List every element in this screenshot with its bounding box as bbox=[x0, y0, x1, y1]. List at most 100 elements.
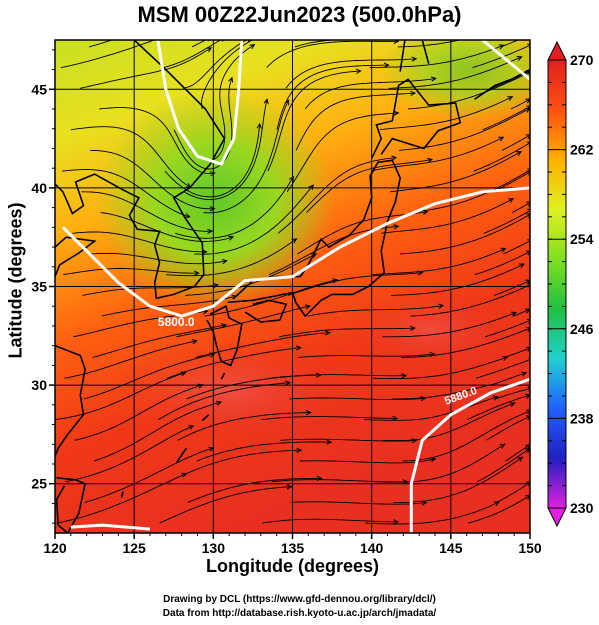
streamline-arrow bbox=[288, 175, 294, 182]
streamline-arrow bbox=[426, 157, 434, 163]
streamline bbox=[501, 134, 530, 151]
lat-lon-grid bbox=[55, 40, 530, 533]
y-axis-ticks: 25 30 35 40 45 bbox=[31, 49, 55, 524]
streamline-arrow bbox=[119, 40, 120, 41]
colorbar-tick-label: 246 bbox=[570, 321, 594, 337]
streamline bbox=[374, 443, 505, 483]
streamline bbox=[402, 410, 530, 462]
coastline-segment bbox=[176, 447, 188, 463]
streamline-arrow bbox=[188, 425, 195, 430]
credit-data-source: Data from http://database.rish.kyoto-u.a… bbox=[162, 608, 437, 619]
colorbar-max-arrow bbox=[547, 40, 567, 61]
streamline-arrow bbox=[206, 47, 213, 53]
streamline bbox=[196, 441, 332, 462]
streamline-arrow bbox=[493, 501, 500, 507]
streamline bbox=[391, 263, 525, 296]
streamline bbox=[389, 151, 522, 193]
streamline bbox=[299, 458, 436, 464]
streamline-arrow bbox=[527, 43, 530, 49]
x-axis-label: Longitude (degrees) bbox=[205, 556, 379, 576]
streamline-arrow bbox=[500, 247, 507, 253]
streamline bbox=[65, 425, 194, 483]
y-tick-label: 45 bbox=[31, 81, 47, 97]
streamline-arrow bbox=[510, 311, 517, 317]
colorbar-min-arrow bbox=[547, 507, 567, 528]
streamline-arrow bbox=[470, 40, 471, 41]
streamline-arrow bbox=[411, 56, 418, 62]
x-tick-label: 120 bbox=[43, 540, 67, 556]
contour-label: 5800.0 bbox=[158, 315, 195, 329]
streamline bbox=[382, 312, 517, 338]
streamline bbox=[261, 416, 397, 421]
streamline bbox=[304, 77, 436, 110]
streamline-arrow bbox=[525, 393, 530, 399]
streamline-arrow bbox=[391, 155, 398, 161]
streamline bbox=[176, 305, 310, 338]
streamline bbox=[393, 456, 523, 503]
coastline-segment bbox=[55, 40, 226, 300]
streamline-arrow bbox=[209, 171, 216, 177]
streamline bbox=[380, 198, 514, 234]
streamline-arrow bbox=[311, 253, 318, 259]
streamline-arrow bbox=[524, 40, 525, 41]
streamline-arrow bbox=[525, 134, 530, 140]
streamline-arrow bbox=[525, 279, 530, 285]
streamline bbox=[168, 449, 302, 483]
coastlines bbox=[55, 40, 530, 533]
y-tick-label: 25 bbox=[31, 476, 47, 492]
streamline-arrow bbox=[509, 402, 516, 407]
streamline bbox=[298, 353, 435, 358]
y-tick-label: 30 bbox=[31, 377, 47, 393]
streamline bbox=[159, 486, 292, 524]
streamline bbox=[484, 319, 530, 338]
colorbar-tick-label: 262 bbox=[570, 142, 594, 158]
streamline bbox=[505, 444, 530, 462]
streamline bbox=[60, 40, 156, 69]
streamline-arrow bbox=[304, 304, 312, 310]
streamline bbox=[379, 96, 513, 131]
streamline-arrow bbox=[393, 519, 400, 525]
streamline-arrow bbox=[515, 151, 522, 156]
streamline-arrow bbox=[499, 443, 506, 449]
colorbar-tick-label: 254 bbox=[570, 231, 594, 247]
streamline-arrow bbox=[263, 98, 269, 105]
streamline-arrow bbox=[517, 456, 524, 462]
streamline bbox=[61, 169, 190, 218]
streamline-arrow bbox=[527, 239, 530, 244]
streamline bbox=[504, 347, 530, 358]
streamline bbox=[307, 305, 444, 317]
streamline bbox=[286, 112, 399, 193]
streamline-arrow bbox=[215, 400, 223, 406]
coastline-segment bbox=[399, 40, 406, 72]
streamline bbox=[289, 397, 426, 401]
streamline bbox=[371, 247, 506, 276]
coastline-segment bbox=[201, 414, 210, 422]
streamline-arrow bbox=[392, 415, 399, 421]
streamline bbox=[473, 142, 530, 172]
streamline bbox=[401, 327, 530, 358]
x-tick-label: 145 bbox=[439, 540, 463, 556]
colorbar: 230 238 246 254 262 270 bbox=[547, 40, 594, 528]
x-tick-label: 135 bbox=[281, 540, 305, 556]
streamline-arrow bbox=[393, 110, 400, 116]
streamline-arrow bbox=[325, 330, 332, 336]
height-contour bbox=[156, 40, 244, 167]
streamline bbox=[410, 284, 530, 317]
streamline-arrow bbox=[420, 396, 427, 402]
x-axis-ticks: 120 125 130 135 140 145 150 bbox=[43, 533, 542, 556]
streamline bbox=[64, 340, 197, 379]
coastline-segment bbox=[227, 159, 402, 318]
streamline-arrow bbox=[193, 270, 200, 276]
streamline-arrow bbox=[411, 438, 418, 444]
x-tick-label: 140 bbox=[360, 540, 384, 556]
streamline bbox=[492, 171, 530, 193]
streamline bbox=[191, 40, 207, 48]
coastline-segment bbox=[206, 305, 243, 367]
streamline bbox=[166, 238, 297, 277]
y-tick-label: 40 bbox=[31, 180, 47, 196]
height-contour bbox=[61, 186, 530, 318]
streamline-arrow bbox=[525, 448, 530, 454]
streamline-arrow bbox=[220, 323, 228, 329]
